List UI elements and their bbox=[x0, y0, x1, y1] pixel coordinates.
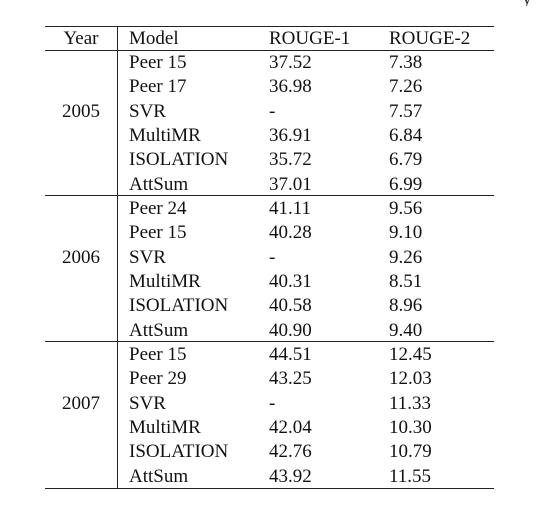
rouge1-value: 43.92 bbox=[269, 465, 312, 487]
rouge2-value: 8.51 bbox=[389, 270, 423, 292]
rouge2-value: 11.33 bbox=[389, 392, 432, 414]
rouge2-value: 10.30 bbox=[389, 416, 432, 438]
rouge1-value: - bbox=[269, 100, 276, 122]
rouge1-value: 43.25 bbox=[269, 368, 312, 390]
model-name: Peer 17 bbox=[129, 76, 187, 98]
model-name: SVR bbox=[129, 392, 166, 414]
header-rouge1: ROUGE-1 bbox=[269, 28, 351, 49]
table-bottom-rule bbox=[45, 488, 494, 489]
rouge2-value: 9.40 bbox=[389, 319, 423, 341]
rouge2-value: 12.03 bbox=[389, 368, 432, 390]
rouge2-value: 6.79 bbox=[389, 149, 423, 171]
rouge1-value: - bbox=[269, 392, 276, 414]
rouge1-value: 40.58 bbox=[269, 295, 312, 317]
rouge2-value: 10.79 bbox=[389, 441, 432, 463]
rouge2-value: 11.55 bbox=[389, 465, 432, 487]
header-rule bbox=[45, 50, 494, 51]
rouge2-value: 6.84 bbox=[389, 124, 423, 146]
model-name: SVR bbox=[129, 246, 166, 268]
clipped-caption-fragment: y bbox=[0, 0, 539, 6]
model-name: Peer 24 bbox=[129, 198, 187, 219]
model-name: AttSum bbox=[129, 319, 189, 341]
header-rouge2: ROUGE-2 bbox=[389, 28, 471, 49]
rouge2-value: 7.38 bbox=[389, 52, 423, 73]
rouge1-value: 40.31 bbox=[269, 270, 312, 292]
model-name: ISOLATION bbox=[129, 295, 229, 317]
model-name: MultiMR bbox=[129, 416, 201, 438]
rouge1-value: 37.52 bbox=[269, 52, 312, 73]
header-year: Year bbox=[63, 28, 99, 49]
rouge1-value: 44.51 bbox=[269, 344, 312, 365]
rouge1-value: 40.90 bbox=[269, 319, 312, 341]
rouge1-value: 42.04 bbox=[269, 416, 312, 438]
model-name: Peer 29 bbox=[129, 368, 187, 390]
year-label: 2006 bbox=[62, 246, 100, 268]
model-name: AttSum bbox=[129, 465, 189, 487]
rouge1-value: 37.01 bbox=[269, 173, 312, 195]
model-name: Peer 15 bbox=[129, 222, 187, 244]
model-name: SVR bbox=[129, 100, 166, 122]
rouge1-value: 36.98 bbox=[269, 76, 312, 98]
rouge2-value: 9.56 bbox=[389, 198, 423, 219]
rouge1-value: 36.91 bbox=[269, 124, 312, 146]
rouge2-value: 9.26 bbox=[389, 246, 423, 268]
model-name: Peer 15 bbox=[129, 52, 187, 73]
model-name: MultiMR bbox=[129, 124, 201, 146]
year-column-divider bbox=[117, 26, 118, 488]
group-separator-rule bbox=[45, 341, 494, 342]
rouge2-value: 9.10 bbox=[389, 222, 423, 244]
rouge1-value: 42.76 bbox=[269, 441, 312, 463]
header-model: Model bbox=[129, 28, 179, 49]
rouge2-value: 7.57 bbox=[389, 100, 423, 122]
model-name: MultiMR bbox=[129, 270, 201, 292]
year-label: 2007 bbox=[62, 392, 100, 414]
rouge1-value: 35.72 bbox=[269, 149, 312, 171]
rouge2-value: 12.45 bbox=[389, 344, 432, 365]
model-name: AttSum bbox=[129, 173, 189, 195]
model-name: Peer 15 bbox=[129, 344, 187, 365]
rouge2-value: 6.99 bbox=[389, 173, 423, 195]
model-name: ISOLATION bbox=[129, 441, 229, 463]
rouge1-value: - bbox=[269, 246, 276, 268]
group-separator-rule bbox=[45, 195, 494, 196]
rouge2-value: 7.26 bbox=[389, 76, 423, 98]
table-top-rule bbox=[45, 26, 494, 27]
rouge1-value: 41.11 bbox=[269, 198, 312, 219]
rouge2-value: 8.96 bbox=[389, 295, 423, 317]
model-name: ISOLATION bbox=[129, 149, 229, 171]
year-label: 2005 bbox=[62, 100, 100, 122]
rouge1-value: 40.28 bbox=[269, 222, 312, 244]
clipped-caption-text: y bbox=[522, 0, 532, 6]
